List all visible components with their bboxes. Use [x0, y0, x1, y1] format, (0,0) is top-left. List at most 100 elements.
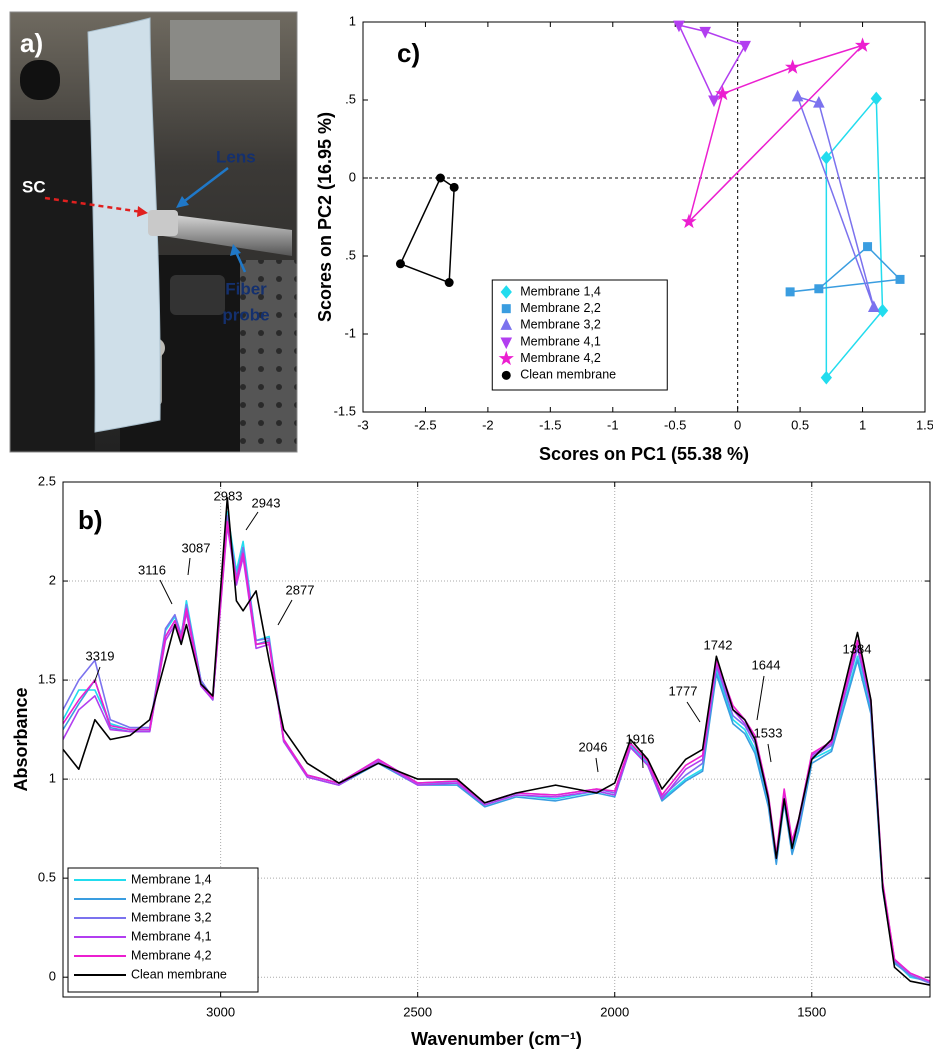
panel-label: b)	[78, 505, 103, 535]
peak-label: 1742	[704, 637, 733, 652]
legend-marker	[501, 370, 511, 380]
series-line	[687, 44, 864, 225]
peak-label: 3087	[182, 540, 211, 555]
peak-label: 1644	[752, 657, 781, 672]
legend-label: Membrane 1,4	[131, 872, 212, 886]
point	[870, 91, 882, 106]
y-tick-label: 2.5	[38, 473, 56, 488]
legend-marker	[500, 337, 513, 350]
peak-label: 1916	[626, 731, 655, 746]
mount-block	[10, 120, 95, 450]
x-tick-label: 2000	[600, 1004, 629, 1019]
legend-marker	[500, 285, 512, 299]
probe-arrowhead	[230, 244, 241, 256]
panel-label: c)	[397, 38, 420, 68]
spectrum-line	[63, 497, 930, 986]
x-tick-label: 1	[859, 417, 866, 432]
probe-label: Fiber	[225, 279, 267, 298]
probe-arrow	[234, 251, 247, 273]
legend-box	[491, 279, 668, 391]
legend-label: Membrane 4,1	[131, 929, 212, 943]
lens-arrow	[181, 167, 229, 204]
x-tick-label: -1.5	[539, 417, 561, 432]
point	[785, 287, 795, 297]
point	[895, 274, 905, 284]
stage-plate	[170, 275, 225, 315]
lens-arrowhead	[176, 196, 189, 208]
legend-label: Membrane 3,2	[520, 318, 601, 332]
leader-line	[245, 511, 259, 531]
point	[813, 96, 825, 108]
point	[715, 85, 731, 101]
peak-label: 2877	[286, 582, 315, 597]
y-tick-label: -1.5	[334, 403, 356, 418]
y-tick-label: 0	[349, 169, 356, 184]
x-tick-label: 1500	[797, 1004, 826, 1019]
peak-label: 2983	[214, 488, 243, 503]
point	[681, 213, 697, 229]
point	[708, 95, 720, 108]
y-axis-label: Absorbance	[11, 687, 31, 791]
point	[435, 173, 445, 183]
point	[814, 284, 824, 294]
leader-line	[641, 749, 644, 769]
plot-frame	[62, 481, 931, 998]
lens-label: Lens	[216, 147, 256, 166]
leader-line	[277, 599, 293, 626]
leader-line	[767, 743, 772, 763]
point	[854, 37, 871, 52]
y-tick-label: .5	[345, 91, 356, 106]
legend-label: Clean membrane	[520, 368, 616, 382]
x-tick-label: -2.5	[414, 417, 436, 432]
x-axis-label: Wavenumber (cm⁻¹)	[411, 1029, 582, 1049]
legend-box	[67, 867, 259, 993]
peak-label: 2943	[252, 495, 281, 510]
leader-line	[187, 557, 191, 576]
legend-label: Membrane 4,1	[520, 334, 601, 348]
legend-label: Clean membrane	[131, 967, 227, 981]
legend-label: Membrane 2,2	[520, 301, 601, 315]
y-tick-label: .5	[345, 247, 356, 262]
leader-line	[93, 666, 101, 684]
legend-label: Membrane 3,2	[131, 910, 212, 924]
legend-marker	[498, 350, 514, 366]
x-tick-label: -3	[357, 417, 369, 432]
x-tick-label: 0	[734, 417, 741, 432]
legend-label: Membrane 4,2	[520, 351, 601, 365]
series-group	[63, 497, 930, 986]
y-tick-label: 1.5	[38, 672, 56, 687]
peak-label: 1384	[843, 641, 872, 656]
sc-arrowhead	[137, 206, 148, 217]
fiber-probe	[150, 212, 292, 256]
probe-label: probe	[222, 305, 269, 324]
point	[867, 300, 880, 312]
peak-label: 2046	[579, 739, 608, 754]
series-line	[796, 95, 875, 308]
y-tick-label: 1	[349, 13, 356, 28]
point	[784, 59, 801, 74]
legend-label: Membrane 1,4	[520, 284, 601, 298]
panel-label: a)	[20, 28, 43, 58]
membrane-sheet	[87, 17, 161, 433]
x-tick-label: 2500	[403, 1004, 432, 1019]
x-tick-label: -1	[607, 417, 619, 432]
point	[739, 40, 751, 53]
x-tick-label: -0.5	[664, 417, 686, 432]
peak-label: 3116	[138, 562, 166, 577]
point	[791, 89, 804, 102]
point	[863, 242, 873, 252]
leader-line	[595, 757, 599, 773]
legend-label: Membrane 4,2	[131, 948, 212, 962]
point	[673, 20, 685, 33]
leader-line	[756, 675, 765, 721]
point	[876, 303, 889, 318]
y-tick-label: 0	[49, 969, 56, 984]
sc-arrow	[44, 196, 143, 214]
sc-label: SC	[22, 177, 46, 196]
y-tick-label: 2	[49, 572, 56, 587]
x-tick-label: 1.5	[916, 417, 933, 432]
lens-mount	[20, 60, 60, 100]
photo-frame	[9, 11, 298, 453]
y-tick-label: 1	[49, 771, 56, 786]
